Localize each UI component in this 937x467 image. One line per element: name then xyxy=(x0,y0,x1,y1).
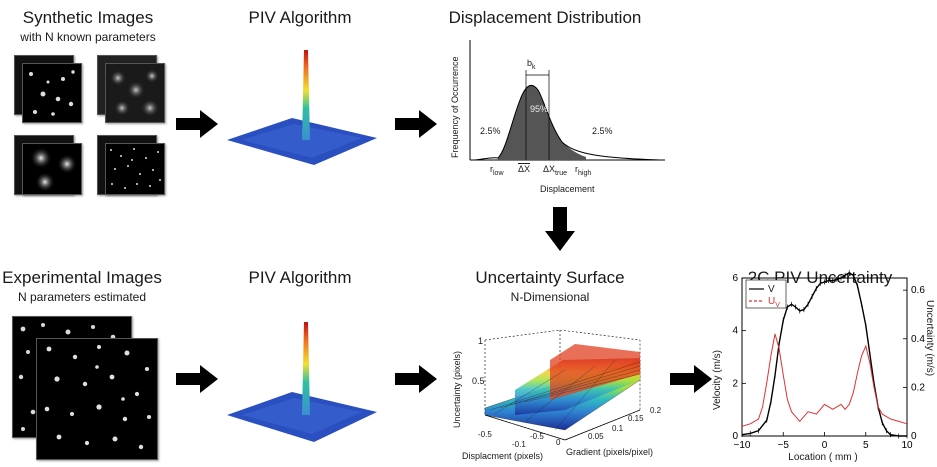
pct-left-label: 2.5% xyxy=(480,126,501,136)
arrow-right-icon xyxy=(176,365,218,393)
displacement-distribution-title: Displacement Distribution xyxy=(448,8,642,27)
x-tick-label: −5 xyxy=(778,440,790,451)
experimental-images-subtitle: N parameters estimated xyxy=(17,290,147,304)
arrow-right-icon xyxy=(395,365,437,393)
surface-zlabel: Uncertainty (pixels) xyxy=(452,350,462,428)
y-tick-label: 6 xyxy=(732,273,738,284)
uncertainty-surface-plot xyxy=(484,330,641,441)
x-tick-label: 0 xyxy=(822,440,828,451)
synthetic-images-subtitle: with N known parameters xyxy=(20,30,156,44)
chart-ylabel-wrap: Velocity (m/s) xyxy=(712,300,726,420)
chart-ylabel: Velocity (m/s) xyxy=(712,349,723,410)
correlation-peak-bottom xyxy=(227,322,377,442)
distribution-ylabel: Frequency of Occurrence xyxy=(450,56,460,158)
y-tick-label: 0 xyxy=(732,431,738,442)
arrow-right-icon xyxy=(176,110,218,138)
uncertainty-surface-title: Uncertainty Surface xyxy=(475,268,625,287)
arrow-right-icon xyxy=(670,365,712,393)
x-tick-label: −10 xyxy=(734,440,751,451)
surface-x-tick: 0 xyxy=(556,438,561,447)
bk-label: bk xyxy=(527,58,536,71)
surface-xlabel: Displacment (pixels) xyxy=(462,451,544,461)
arrow-right-icon xyxy=(395,110,437,138)
pct-right-label: 2.5% xyxy=(592,126,613,136)
x-tick-label: 5 xyxy=(863,440,869,451)
y-tick-label: 2 xyxy=(732,378,738,389)
synthetic-images-title: Synthetic Images xyxy=(22,8,154,27)
piv-algorithm-title-bottom: PIV Algorithm xyxy=(248,268,352,287)
chart-y2label: Uncertainty (m/s) xyxy=(924,300,935,377)
tick-rlow: rlow xyxy=(490,164,504,177)
chart-y2label-wrap: Uncertainty (m/s) xyxy=(922,300,936,420)
y-tick-label: 4 xyxy=(732,326,738,337)
experimental-images-title: Experimental Images xyxy=(2,268,162,287)
surface-ylabel: Gradient (pixels/pixel) xyxy=(566,447,654,457)
surface-y-tick: 0.1 xyxy=(612,424,624,433)
surface-x-tick: -0.1 xyxy=(512,440,526,449)
surface-x-tick: -0.5 xyxy=(478,430,492,439)
series-line-uncertainty xyxy=(741,333,908,427)
y2-tick-label: 0.6 xyxy=(911,285,925,296)
series-line-velocity xyxy=(741,271,907,437)
y2-tick-label: 0.4 xyxy=(911,334,925,345)
uncertainty-surface-subtitle: N-Dimensional xyxy=(510,290,590,304)
pct-center-label: 95% xyxy=(530,104,549,114)
surface-x-tick: -0.5 xyxy=(530,432,544,441)
surface-y-tick: 0.15 xyxy=(628,414,644,423)
piv-algorithm-title-top: PIV Algorithm xyxy=(248,8,352,27)
legend-label-v: V xyxy=(768,284,775,295)
x-tick-label: 10 xyxy=(901,440,913,451)
correlation-peak-top xyxy=(227,50,377,165)
surface-y-tick: 0.2 xyxy=(650,406,662,415)
legend-box xyxy=(745,279,787,309)
chart-xlabel: Location ( mm ) xyxy=(788,452,858,463)
y2-tick-label: 0 xyxy=(911,431,917,442)
tick-true: ΔXtrue xyxy=(543,164,568,177)
displacement-distribution-plot xyxy=(469,40,665,161)
surface-y-tick: 0.05 xyxy=(588,432,604,441)
surface-z-tick: 1 xyxy=(478,336,484,346)
tick-rhigh: rhigh xyxy=(575,164,592,177)
surface-z-tick: 0.5 xyxy=(472,376,485,386)
legend-label-u: UV xyxy=(768,296,780,309)
tick-mean: ΔX xyxy=(518,164,531,174)
distribution-xlabel: Displacement xyxy=(540,184,595,194)
y2-tick-label: 0.2 xyxy=(911,382,925,393)
arrow-down-icon xyxy=(545,207,575,251)
